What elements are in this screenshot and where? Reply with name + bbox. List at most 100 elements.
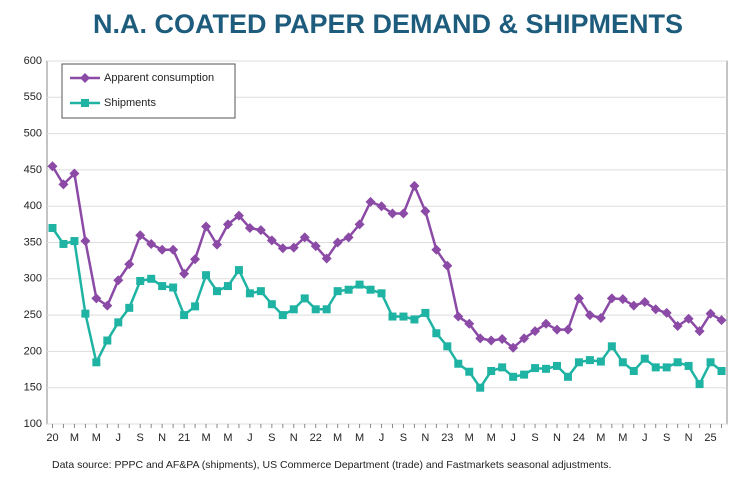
point — [410, 315, 419, 324]
point — [617, 294, 628, 305]
point — [332, 237, 343, 248]
point — [191, 302, 200, 311]
point — [508, 342, 519, 353]
point — [716, 315, 727, 326]
point — [59, 239, 68, 248]
point — [585, 356, 594, 365]
point — [398, 208, 409, 219]
y-tick-label: 400 — [24, 200, 42, 212]
x-tick-label: M — [201, 432, 210, 444]
point — [344, 285, 353, 294]
y-tick-label: 200 — [24, 345, 42, 357]
x-tick-label: J — [116, 432, 122, 444]
point — [651, 363, 660, 372]
point — [299, 232, 310, 243]
y-tick-label: 550 — [24, 91, 42, 103]
point — [431, 244, 442, 255]
point — [212, 239, 222, 250]
point — [135, 230, 146, 241]
x-tick-label: N — [158, 432, 166, 444]
point — [574, 358, 583, 367]
legend-marker — [80, 73, 90, 83]
point — [245, 289, 254, 298]
x-tick-label: N — [421, 432, 429, 444]
x-tick-label: N — [553, 432, 561, 444]
point — [705, 308, 716, 319]
point — [256, 287, 265, 296]
y-tick-label: 450 — [24, 164, 42, 176]
point — [365, 196, 376, 207]
point — [453, 311, 464, 322]
y-tick-label: 350 — [24, 236, 42, 248]
point — [366, 285, 375, 294]
point — [464, 318, 475, 329]
point — [387, 208, 398, 219]
point — [333, 287, 342, 296]
point — [266, 235, 277, 246]
x-tick-label: 24 — [573, 432, 585, 444]
x-tick-label: 23 — [441, 432, 453, 444]
point — [443, 342, 452, 351]
point — [672, 320, 683, 331]
point — [562, 324, 573, 335]
point — [552, 324, 562, 335]
point — [179, 268, 190, 279]
point — [103, 336, 112, 345]
point — [595, 313, 606, 324]
legend-label: Apparent consumption — [104, 72, 214, 84]
point — [168, 244, 179, 255]
x-tick-label: S — [400, 432, 407, 444]
x-tick-label: N — [290, 432, 298, 444]
point — [454, 359, 463, 368]
point — [244, 222, 255, 233]
point — [47, 161, 58, 172]
point — [69, 168, 80, 179]
x-tick-label: S — [531, 432, 538, 444]
point — [288, 242, 299, 253]
point — [573, 293, 584, 304]
point — [388, 312, 397, 321]
point — [48, 223, 57, 232]
point — [509, 372, 518, 381]
point — [618, 358, 627, 367]
x-tick-label: M — [618, 432, 627, 444]
source-note: Data source: PPPC and AF&PA (shipments),… — [52, 459, 611, 471]
x-tick-label: M — [333, 432, 342, 444]
point — [102, 300, 113, 311]
point — [213, 287, 221, 296]
x-tick-label: M — [223, 432, 232, 444]
point — [640, 354, 649, 363]
point — [683, 313, 694, 324]
x-tick-label: 21 — [178, 432, 190, 444]
point — [202, 271, 211, 280]
point — [695, 380, 704, 389]
point — [486, 335, 497, 346]
x-tick-label: M — [465, 432, 474, 444]
point — [542, 364, 551, 373]
point — [607, 342, 616, 351]
point — [311, 305, 320, 314]
point — [355, 280, 364, 289]
point — [563, 372, 572, 381]
point — [354, 219, 365, 230]
point — [629, 367, 638, 376]
point — [322, 305, 331, 314]
point — [673, 358, 682, 367]
legend-marker — [81, 99, 89, 107]
point — [541, 318, 552, 329]
y-tick-label: 500 — [24, 128, 42, 140]
point — [300, 294, 309, 303]
point — [377, 289, 386, 298]
x-tick-label: J — [247, 432, 253, 444]
x-tick-label: 20 — [46, 432, 58, 444]
point — [81, 309, 90, 318]
point — [222, 219, 233, 230]
point — [531, 364, 540, 373]
x-tick-label: S — [268, 432, 275, 444]
point — [223, 282, 232, 291]
point — [399, 312, 408, 321]
point — [278, 311, 287, 320]
point — [376, 201, 387, 212]
point — [606, 293, 617, 304]
